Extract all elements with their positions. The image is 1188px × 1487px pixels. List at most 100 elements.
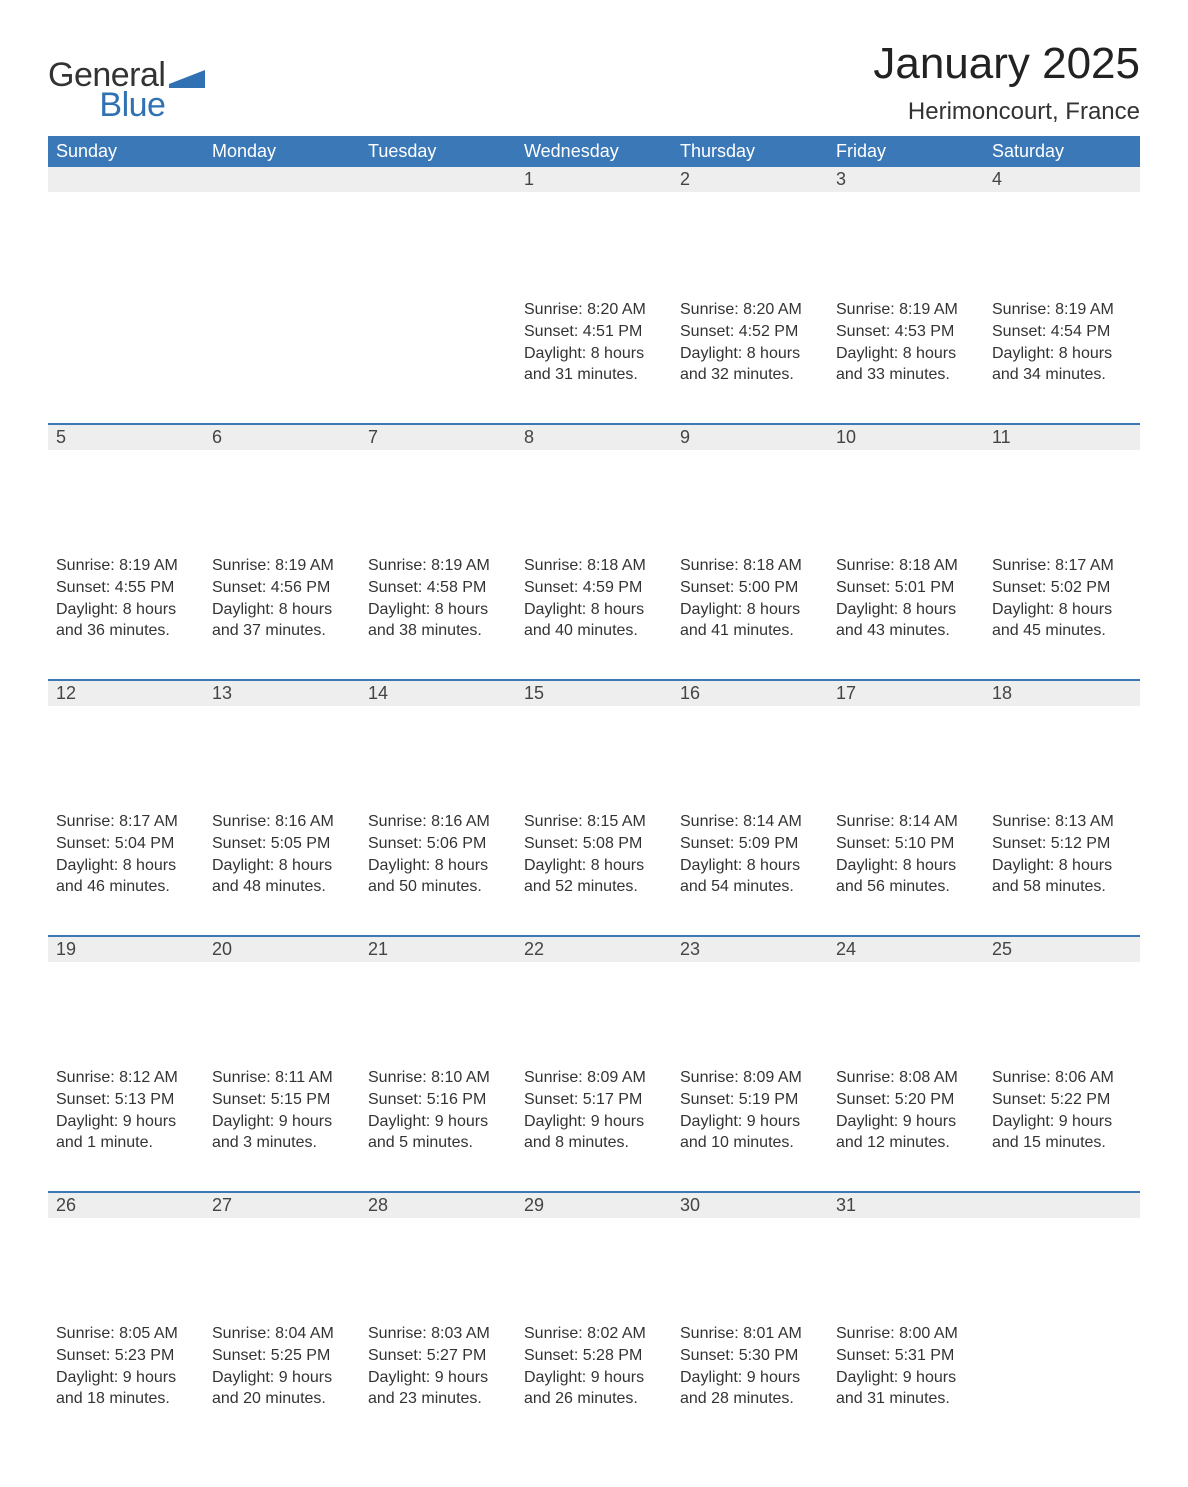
sunset-line: Sunset: 5:05 PM xyxy=(212,833,352,855)
calendar-cell-head xyxy=(984,1191,1140,1319)
calendar-cell-body xyxy=(360,295,516,423)
day-details: Sunrise: 8:18 AMSunset: 5:01 PMDaylight:… xyxy=(828,551,984,651)
day-number: 1 xyxy=(516,167,672,192)
week-number-row: 12131415161718 xyxy=(48,679,1140,807)
sunset-line: Sunset: 5:19 PM xyxy=(680,1089,820,1111)
day-details: Sunrise: 8:14 AMSunset: 5:09 PMDaylight:… xyxy=(672,807,828,907)
day-details: Sunrise: 8:13 AMSunset: 5:12 PMDaylight:… xyxy=(984,807,1140,907)
calendar-cell-head: 25 xyxy=(984,935,1140,1063)
calendar-cell-head: 16 xyxy=(672,679,828,807)
day-details: Sunrise: 8:11 AMSunset: 5:15 PMDaylight:… xyxy=(204,1063,360,1163)
sunset-line: Sunset: 5:15 PM xyxy=(212,1089,352,1111)
calendar-cell-body: Sunrise: 8:19 AMSunset: 4:54 PMDaylight:… xyxy=(984,295,1140,423)
day-number: 31 xyxy=(828,1191,984,1218)
sunrise-line: Sunrise: 8:15 AM xyxy=(524,811,664,833)
day-details: Sunrise: 8:19 AMSunset: 4:53 PMDaylight:… xyxy=(828,295,984,395)
calendar-cell-body: Sunrise: 8:16 AMSunset: 5:05 PMDaylight:… xyxy=(204,807,360,935)
weekday-header: Saturday xyxy=(984,136,1140,167)
calendar-cell-body: Sunrise: 8:18 AMSunset: 5:01 PMDaylight:… xyxy=(828,551,984,679)
day-details: Sunrise: 8:20 AMSunset: 4:52 PMDaylight:… xyxy=(672,295,828,395)
sunset-line: Sunset: 5:12 PM xyxy=(992,833,1132,855)
daylight-line: Daylight: 8 hours and 43 minutes. xyxy=(836,599,976,642)
week-number-row: 19202122232425 xyxy=(48,935,1140,1063)
calendar-cell-head: 17 xyxy=(828,679,984,807)
daylight-line: Daylight: 8 hours and 36 minutes. xyxy=(56,599,196,642)
daylight-line: Daylight: 9 hours and 26 minutes. xyxy=(524,1367,664,1410)
sunrise-line: Sunrise: 8:19 AM xyxy=(836,299,976,321)
day-details: Sunrise: 8:10 AMSunset: 5:16 PMDaylight:… xyxy=(360,1063,516,1163)
calendar-cell-body: Sunrise: 8:13 AMSunset: 5:12 PMDaylight:… xyxy=(984,807,1140,935)
calendar-cell-head: 23 xyxy=(672,935,828,1063)
sunrise-line: Sunrise: 8:01 AM xyxy=(680,1323,820,1345)
sunset-line: Sunset: 4:55 PM xyxy=(56,577,196,599)
calendar-cell-head: 9 xyxy=(672,423,828,551)
calendar-cell-head: 27 xyxy=(204,1191,360,1319)
sunrise-line: Sunrise: 8:06 AM xyxy=(992,1067,1132,1089)
sunrise-line: Sunrise: 8:09 AM xyxy=(524,1067,664,1089)
day-details: Sunrise: 8:09 AMSunset: 5:17 PMDaylight:… xyxy=(516,1063,672,1163)
sunrise-line: Sunrise: 8:13 AM xyxy=(992,811,1132,833)
calendar-cell-body xyxy=(984,1319,1140,1447)
calendar-cell-head: 8 xyxy=(516,423,672,551)
calendar-cell-body: Sunrise: 8:17 AMSunset: 5:04 PMDaylight:… xyxy=(48,807,204,935)
sunset-line: Sunset: 5:17 PM xyxy=(524,1089,664,1111)
day-details: Sunrise: 8:19 AMSunset: 4:58 PMDaylight:… xyxy=(360,551,516,651)
daylight-line: Daylight: 8 hours and 40 minutes. xyxy=(524,599,664,642)
day-number: 24 xyxy=(828,935,984,962)
sunrise-line: Sunrise: 8:19 AM xyxy=(212,555,352,577)
sunset-line: Sunset: 5:20 PM xyxy=(836,1089,976,1111)
calendar-cell-head xyxy=(360,167,516,295)
calendar-cell-head: 4 xyxy=(984,167,1140,295)
calendar-cell-head: 15 xyxy=(516,679,672,807)
day-number: 26 xyxy=(48,1191,204,1218)
calendar-cell-body: Sunrise: 8:03 AMSunset: 5:27 PMDaylight:… xyxy=(360,1319,516,1447)
daylight-line: Daylight: 9 hours and 10 minutes. xyxy=(680,1111,820,1154)
sunrise-line: Sunrise: 8:18 AM xyxy=(524,555,664,577)
day-details: Sunrise: 8:05 AMSunset: 5:23 PMDaylight:… xyxy=(48,1319,204,1419)
weekday-header: Monday xyxy=(204,136,360,167)
day-number: 3 xyxy=(828,167,984,192)
calendar-cell-body: Sunrise: 8:19 AMSunset: 4:56 PMDaylight:… xyxy=(204,551,360,679)
sunset-line: Sunset: 5:06 PM xyxy=(368,833,508,855)
calendar-cell-head: 21 xyxy=(360,935,516,1063)
day-details: Sunrise: 8:16 AMSunset: 5:06 PMDaylight:… xyxy=(360,807,516,907)
sunset-line: Sunset: 5:28 PM xyxy=(524,1345,664,1367)
daylight-line: Daylight: 8 hours and 45 minutes. xyxy=(992,599,1132,642)
calendar-cell-body: Sunrise: 8:20 AMSunset: 4:51 PMDaylight:… xyxy=(516,295,672,423)
daylight-line: Daylight: 8 hours and 37 minutes. xyxy=(212,599,352,642)
day-number: 25 xyxy=(984,935,1140,962)
day-number: 30 xyxy=(672,1191,828,1218)
day-number: 13 xyxy=(204,679,360,706)
weekday-header-row: SundayMondayTuesdayWednesdayThursdayFrid… xyxy=(48,136,1140,167)
calendar-cell-body: Sunrise: 8:19 AMSunset: 4:53 PMDaylight:… xyxy=(828,295,984,423)
sunset-line: Sunset: 5:13 PM xyxy=(56,1089,196,1111)
sunrise-line: Sunrise: 8:19 AM xyxy=(368,555,508,577)
sunrise-line: Sunrise: 8:18 AM xyxy=(680,555,820,577)
calendar-cell-body: Sunrise: 8:14 AMSunset: 5:10 PMDaylight:… xyxy=(828,807,984,935)
day-details: Sunrise: 8:18 AMSunset: 4:59 PMDaylight:… xyxy=(516,551,672,651)
calendar-cell-body: Sunrise: 8:18 AMSunset: 4:59 PMDaylight:… xyxy=(516,551,672,679)
daylight-line: Daylight: 8 hours and 56 minutes. xyxy=(836,855,976,898)
calendar-cell-body: Sunrise: 8:20 AMSunset: 4:52 PMDaylight:… xyxy=(672,295,828,423)
week-body-row: Sunrise: 8:05 AMSunset: 5:23 PMDaylight:… xyxy=(48,1319,1140,1447)
weekday-header: Sunday xyxy=(48,136,204,167)
day-number: 4 xyxy=(984,167,1140,192)
daylight-line: Daylight: 9 hours and 3 minutes. xyxy=(212,1111,352,1154)
calendar-cell-head: 7 xyxy=(360,423,516,551)
day-details: Sunrise: 8:17 AMSunset: 5:04 PMDaylight:… xyxy=(48,807,204,907)
sunrise-line: Sunrise: 8:02 AM xyxy=(524,1323,664,1345)
sunrise-line: Sunrise: 8:14 AM xyxy=(836,811,976,833)
day-number: 6 xyxy=(204,423,360,450)
sunset-line: Sunset: 5:04 PM xyxy=(56,833,196,855)
daylight-line: Daylight: 8 hours and 31 minutes. xyxy=(524,343,664,386)
daylight-line: Daylight: 8 hours and 48 minutes. xyxy=(212,855,352,898)
sunset-line: Sunset: 4:58 PM xyxy=(368,577,508,599)
daylight-line: Daylight: 8 hours and 46 minutes. xyxy=(56,855,196,898)
daylight-line: Daylight: 9 hours and 31 minutes. xyxy=(836,1367,976,1410)
sunrise-line: Sunrise: 8:04 AM xyxy=(212,1323,352,1345)
daylight-line: Daylight: 9 hours and 8 minutes. xyxy=(524,1111,664,1154)
week-body-row: Sunrise: 8:12 AMSunset: 5:13 PMDaylight:… xyxy=(48,1063,1140,1191)
daylight-line: Daylight: 9 hours and 18 minutes. xyxy=(56,1367,196,1410)
sunset-line: Sunset: 5:00 PM xyxy=(680,577,820,599)
calendar-cell-body: Sunrise: 8:17 AMSunset: 5:02 PMDaylight:… xyxy=(984,551,1140,679)
